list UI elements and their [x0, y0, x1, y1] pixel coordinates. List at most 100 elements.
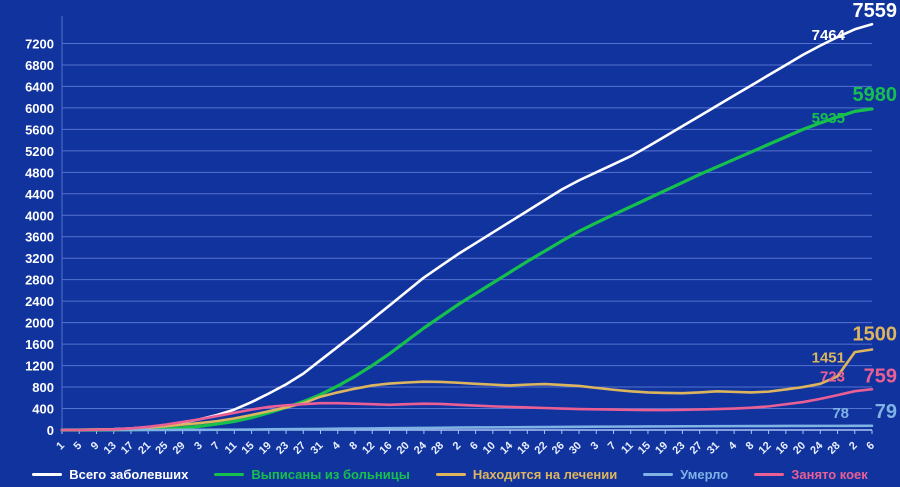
x-tick-label: 23 — [670, 440, 687, 457]
x-tick-label: 6 — [864, 440, 877, 453]
line-chart: 0 400 800 1200 1600 2000 2400 2800 3200 3600 4000 4… — [25, 0, 898, 457]
y-tick-label: 7200 — [25, 36, 54, 51]
y-tick-label: 6400 — [25, 79, 54, 94]
x-tick-label: 27 — [688, 440, 705, 457]
x-tick-label: 24 — [808, 439, 826, 457]
legend-line-discharged — [214, 473, 245, 476]
series-line-1 — [60, 107, 874, 432]
x-tick-label: 31 — [705, 440, 722, 457]
y-tick-label: 5600 — [25, 122, 54, 137]
x-tick-label: 8 — [347, 440, 360, 453]
x-tick-label: 18 — [515, 440, 532, 457]
x-tick-label: 7 — [209, 440, 222, 453]
legend-item-total-cases: Всего заболевших — [32, 467, 188, 482]
series-final-value-4: 759 — [864, 365, 897, 387]
x-tick-label: 19 — [653, 440, 670, 457]
series-line-4 — [60, 387, 874, 432]
y-tick-label: 5200 — [25, 144, 54, 159]
x-tick-label: 20 — [395, 440, 412, 457]
x-tick-label: 28 — [429, 440, 446, 457]
y-tick-label: 800 — [32, 380, 54, 395]
legend-label-discharged: Выписаны из больницы — [251, 467, 410, 482]
x-tick-label: 11 — [223, 440, 240, 457]
y-tick-label: 3600 — [25, 230, 54, 245]
y-tick-label: 0 — [47, 423, 54, 438]
series-final-value-0: 7559 — [853, 0, 898, 22]
legend-label-in-treatment: Находится на лечении — [472, 467, 618, 482]
y-tick-label: 4800 — [25, 165, 54, 180]
x-tick-label: 26 — [550, 440, 567, 457]
series-prev-value-0: 7464 — [812, 27, 846, 44]
x-tick-label: 22 — [533, 440, 550, 457]
x-tick-label: 27 — [291, 440, 308, 457]
legend-label-total-cases: Всего заболевших — [69, 467, 189, 482]
series-prev-value-4: 723 — [820, 368, 845, 385]
x-tick-label: 30 — [567, 440, 584, 457]
legend-label-died: Умерло — [680, 467, 729, 482]
x-tick-label: 12 — [757, 440, 774, 457]
x-tick-label: 17 — [119, 440, 136, 457]
x-tick-label: 4 — [330, 439, 343, 452]
x-tick-label: 16 — [377, 440, 394, 457]
x-tick-label: 14 — [498, 439, 516, 457]
y-tick-label: 400 — [32, 402, 54, 417]
x-tick-label: 3 — [192, 440, 205, 453]
x-tick-label: 15 — [240, 440, 257, 457]
x-tick-label: 12 — [360, 440, 377, 457]
series-line-3 — [60, 424, 874, 432]
x-tick-label: 20 — [791, 440, 808, 457]
y-tick-label: 6800 — [25, 58, 54, 73]
y-tick-label: 4400 — [25, 187, 54, 202]
y-tick-label: 1200 — [25, 359, 54, 374]
series-final-value-1: 5980 — [853, 84, 898, 106]
x-tick-label: 11 — [619, 440, 636, 457]
x-tick-label: 2 — [451, 440, 464, 453]
x-tick-label: 1 — [54, 440, 67, 453]
legend-line-beds-occupied — [754, 473, 785, 476]
y-tick-label: 2400 — [25, 294, 54, 309]
x-tick-label: 2 — [847, 440, 860, 453]
legend-label-beds-occupied: Занято коек — [791, 467, 868, 482]
x-tick-label: 8 — [744, 440, 757, 453]
x-tick-label: 16 — [774, 440, 791, 457]
legend-line-died — [643, 473, 674, 476]
series-line-0 — [60, 22, 874, 432]
legend-line-total-cases — [32, 473, 63, 476]
legend-item-discharged: Выписаны из больницы — [214, 467, 410, 482]
series-final-value-3: 79 — [875, 401, 897, 423]
x-tick-label: 6 — [468, 440, 481, 453]
legend-item-beds-occupied: Занято коек — [754, 467, 868, 482]
y-tick-label: 4000 — [25, 208, 54, 223]
x-tick-label: 15 — [636, 440, 653, 457]
y-tick-label: 2800 — [25, 273, 54, 288]
y-tick-label: 3200 — [25, 251, 54, 266]
x-tick-label: 7 — [606, 440, 619, 453]
x-tick-label: 25 — [153, 440, 170, 457]
series-prev-value-3: 78 — [832, 405, 849, 422]
legend-line-in-treatment — [435, 473, 466, 476]
x-tick-label: 29 — [171, 440, 188, 457]
x-tick-label: 21 — [136, 440, 153, 457]
x-tick-label: 19 — [257, 440, 274, 457]
series-final-value-2: 1500 — [853, 323, 898, 345]
series-prev-value-2: 1451 — [812, 349, 845, 366]
series-prev-value-1: 5935 — [812, 110, 845, 127]
x-tick-label: 13 — [102, 440, 119, 457]
x-tick-label: 28 — [826, 440, 843, 457]
x-tick-label: 4 — [726, 439, 739, 452]
legend-item-in-treatment: Находится на лечении — [435, 467, 618, 482]
x-tick-label: 23 — [274, 440, 291, 457]
legend: Всего заболевших Выписаны из больницы На… — [0, 467, 900, 482]
x-tick-label: 9 — [89, 440, 102, 453]
y-tick-label: 6000 — [25, 101, 54, 116]
x-tick-label: 5 — [72, 440, 85, 453]
x-tick-label: 24 — [412, 439, 430, 457]
y-tick-label: 2000 — [25, 316, 54, 331]
legend-item-died: Умерло — [643, 467, 728, 482]
x-tick-label: 3 — [589, 440, 602, 453]
x-tick-label: 31 — [308, 440, 325, 457]
y-tick-label: 1600 — [25, 337, 54, 352]
x-tick-label: 10 — [481, 440, 498, 457]
series-line-2 — [60, 348, 874, 432]
